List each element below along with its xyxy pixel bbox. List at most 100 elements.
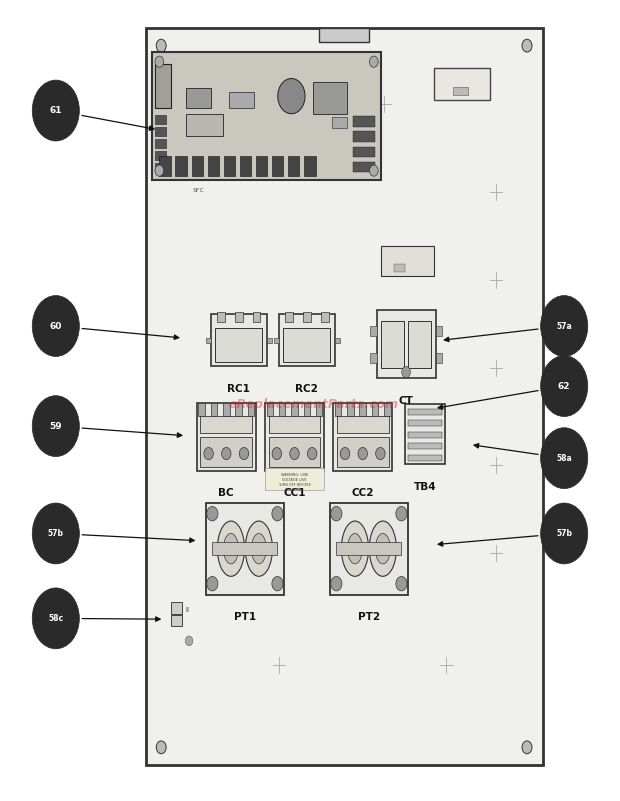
Bar: [211, 315, 267, 367]
Bar: [146, 28, 542, 765]
Ellipse shape: [246, 521, 272, 577]
Bar: [206, 503, 283, 594]
Bar: [170, 602, 182, 614]
Bar: [335, 402, 341, 417]
Circle shape: [156, 39, 166, 52]
Circle shape: [221, 448, 231, 460]
Text: 57b: 57b: [48, 529, 64, 538]
Bar: [288, 156, 299, 176]
Circle shape: [155, 165, 164, 176]
Bar: [265, 402, 324, 470]
Text: 58a: 58a: [556, 453, 572, 463]
Bar: [236, 402, 242, 417]
Bar: [337, 417, 389, 433]
Bar: [316, 402, 322, 417]
Circle shape: [331, 506, 342, 521]
Text: RC2: RC2: [296, 384, 318, 394]
Bar: [409, 320, 431, 368]
Bar: [285, 312, 293, 322]
Bar: [279, 402, 285, 417]
Bar: [283, 328, 330, 362]
Bar: [313, 82, 347, 114]
Bar: [372, 402, 378, 417]
Bar: [353, 131, 375, 142]
Bar: [256, 156, 267, 176]
Bar: [268, 437, 321, 467]
Bar: [453, 87, 468, 95]
Circle shape: [156, 741, 166, 754]
Bar: [408, 409, 441, 415]
Bar: [394, 264, 405, 272]
Bar: [303, 312, 311, 322]
Circle shape: [32, 588, 79, 649]
Bar: [330, 503, 408, 594]
Circle shape: [370, 165, 378, 176]
Bar: [155, 163, 166, 172]
Bar: [229, 92, 254, 108]
Text: TURN OFF BEFORE: TURN OFF BEFORE: [278, 483, 311, 487]
Text: CT: CT: [399, 396, 414, 406]
Circle shape: [308, 448, 317, 460]
Circle shape: [185, 636, 193, 646]
Circle shape: [206, 577, 218, 591]
Bar: [223, 402, 229, 417]
Bar: [211, 402, 217, 417]
Bar: [334, 402, 392, 470]
Text: VOLTAGE LIVE: VOLTAGE LIVE: [282, 477, 307, 481]
Circle shape: [396, 506, 407, 521]
Text: WARNING: LINE: WARNING: LINE: [281, 473, 308, 477]
Bar: [197, 402, 255, 470]
Ellipse shape: [223, 533, 239, 564]
Circle shape: [32, 80, 79, 141]
Bar: [360, 402, 366, 417]
Bar: [408, 443, 441, 449]
Circle shape: [340, 448, 350, 460]
Bar: [353, 147, 375, 157]
Bar: [224, 156, 235, 176]
Circle shape: [370, 56, 378, 67]
Text: SERVICING: SERVICING: [285, 489, 304, 492]
Bar: [384, 402, 391, 417]
Bar: [206, 338, 211, 343]
Bar: [434, 68, 490, 100]
Bar: [200, 417, 252, 433]
Bar: [279, 315, 335, 367]
Circle shape: [396, 577, 407, 591]
Circle shape: [278, 78, 305, 114]
Bar: [186, 88, 211, 108]
Ellipse shape: [370, 521, 396, 577]
Circle shape: [239, 448, 249, 460]
Bar: [274, 338, 279, 343]
Text: eReplacementParts.com: eReplacementParts.com: [228, 398, 398, 411]
Circle shape: [541, 503, 588, 564]
Text: RC1: RC1: [228, 384, 250, 394]
Bar: [304, 402, 310, 417]
Bar: [217, 312, 224, 322]
Circle shape: [376, 448, 385, 460]
Circle shape: [272, 506, 283, 521]
Bar: [267, 402, 273, 417]
Bar: [337, 437, 389, 467]
Circle shape: [402, 367, 410, 378]
Bar: [240, 156, 251, 176]
Text: SFC: SFC: [192, 188, 205, 193]
Ellipse shape: [347, 533, 363, 564]
Text: 60: 60: [50, 321, 62, 331]
Circle shape: [32, 296, 79, 356]
Text: 62: 62: [558, 381, 570, 391]
Bar: [381, 320, 404, 368]
Text: PT1: PT1: [234, 612, 256, 622]
Circle shape: [290, 448, 299, 460]
Bar: [291, 402, 298, 417]
Text: 57a: 57a: [556, 321, 572, 331]
Bar: [155, 151, 166, 160]
Bar: [405, 404, 445, 464]
Bar: [152, 52, 381, 180]
Text: 57b: 57b: [556, 529, 572, 538]
Bar: [304, 156, 316, 176]
Bar: [175, 156, 187, 176]
Bar: [198, 402, 205, 417]
Bar: [321, 312, 329, 322]
Bar: [347, 402, 353, 417]
Bar: [235, 312, 242, 322]
